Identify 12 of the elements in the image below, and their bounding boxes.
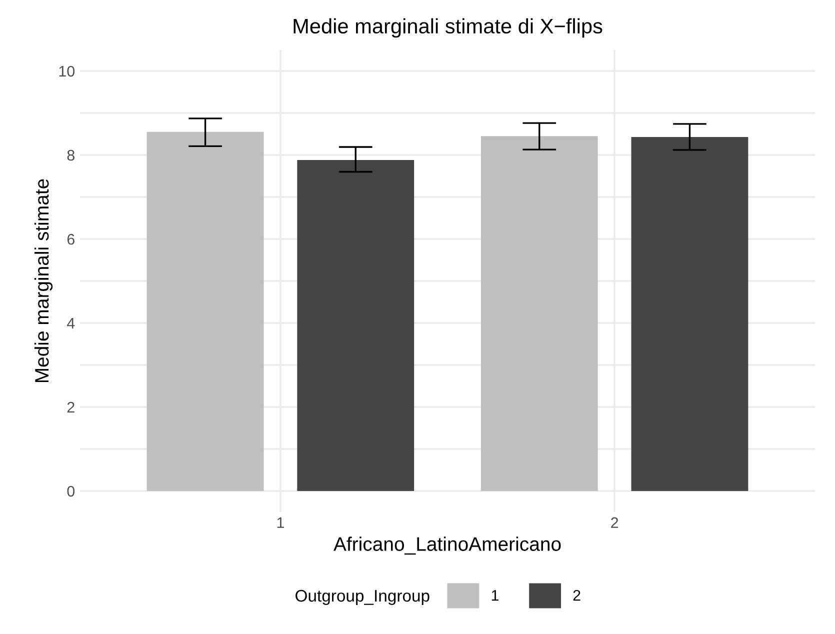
y-tick-label: 0 [67, 486, 75, 497]
y-tick-label: 6 [67, 234, 74, 245]
legend-label: 1 [492, 590, 498, 601]
chart-title: Medie marginali stimate di X−flips [294, 18, 602, 38]
y-axis-title: Medie marginali stimate [34, 179, 53, 382]
y-tick-label: 10 [59, 66, 75, 77]
legend-label: 2 [573, 590, 580, 601]
y-tick-label: 2 [67, 402, 74, 413]
x-axis-title: Africano_LatinoAmericano [334, 536, 561, 555]
y-tick-label: 8 [67, 150, 74, 161]
legend-title: Outgroup_Ingroup [296, 590, 430, 605]
y-tick-label: 4 [66, 318, 75, 329]
